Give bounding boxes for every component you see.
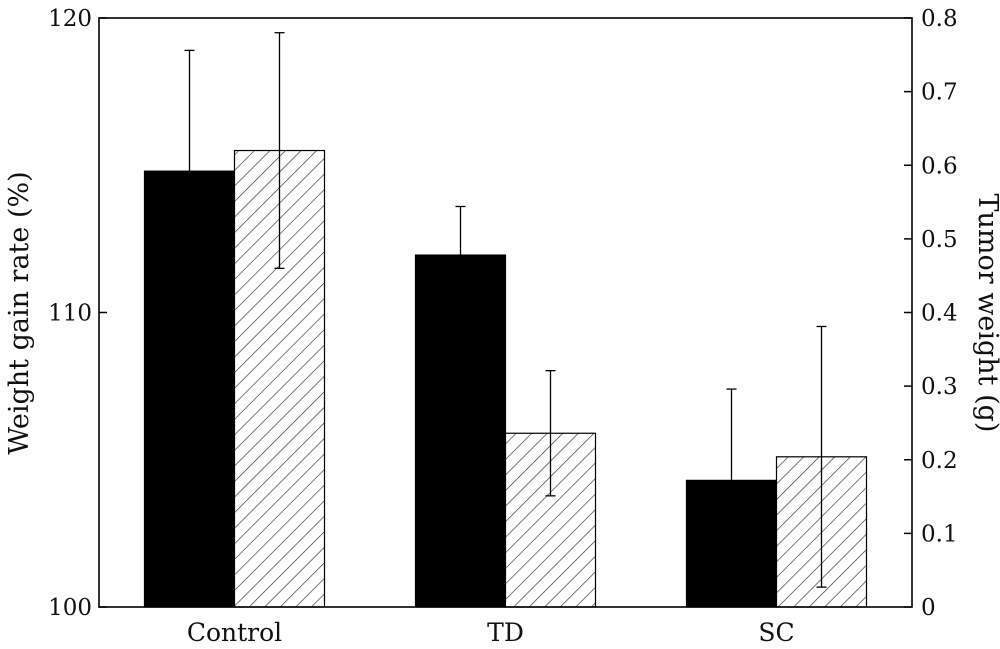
right-tick-label: 0.7 [921, 80, 958, 106]
left-tick-label: 110 [48, 301, 92, 327]
bar-td-weight-gain [414, 254, 507, 608]
right-tick-label: 0.4 [921, 301, 958, 327]
ticks-layer: Control TD SC 100 110 120 0 0.1 0.2 0.3 0.4 0.5 0.6 0… [48, 6, 957, 647]
error-bar-sc-tumor-weight [816, 325, 827, 588]
right-tick-label: 0.3 [921, 374, 958, 400]
right-tick-label: 0.2 [921, 448, 958, 474]
right-tick-label: 0 [921, 595, 936, 621]
x-tick-label-td: TD [487, 618, 524, 647]
right-axis-title: Tumor weight (g) [972, 194, 1000, 433]
error-bar-control-tumor-weight [274, 32, 285, 269]
error-bar-control-weight-gain [184, 49, 195, 172]
left-tick-label: 120 [48, 6, 92, 32]
left-tick-label: 100 [48, 595, 92, 621]
x-tick-label-control: Control [187, 618, 282, 647]
bars-layer [143, 32, 868, 608]
right-tick-label: 0.5 [921, 227, 958, 253]
left-axis-title: Weight gain rate (%) [4, 171, 35, 454]
right-tick-label: 0.1 [921, 521, 958, 547]
x-tick-label-sc: SC [758, 618, 794, 647]
right-tick-label: 0.6 [921, 153, 958, 179]
bar-sc-weight-gain [685, 479, 778, 608]
error-bar-td-tumor-weight [545, 370, 556, 497]
bar-control-weight-gain [143, 170, 236, 608]
error-bar-sc-weight-gain [726, 388, 737, 481]
error-bar-td-weight-gain [455, 205, 466, 256]
right-tick-label: 0.8 [921, 6, 958, 32]
